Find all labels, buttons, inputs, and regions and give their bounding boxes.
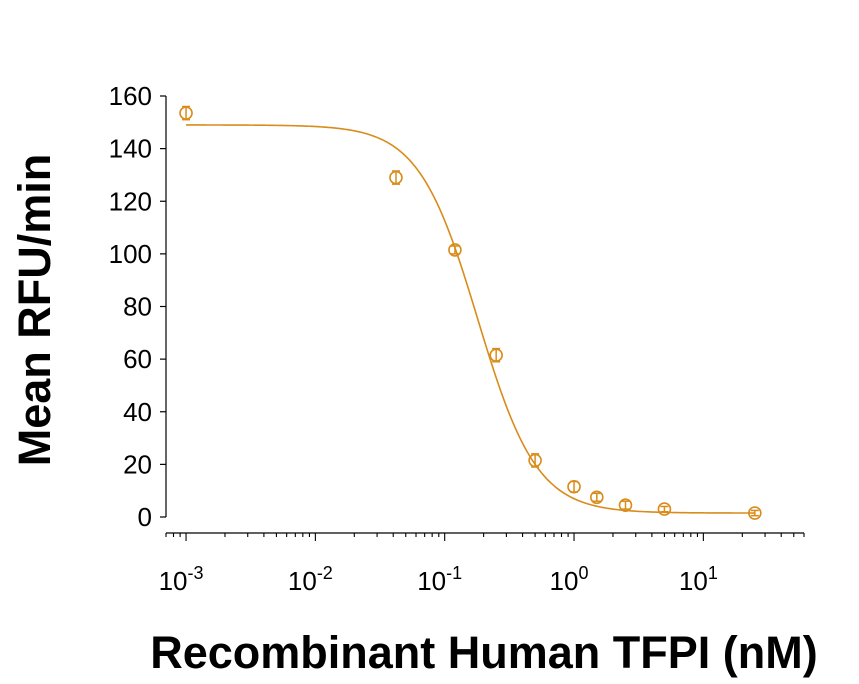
data-point — [389, 170, 403, 185]
fit-curve-layer — [186, 124, 755, 514]
data-marker — [567, 479, 581, 494]
data-marker — [389, 170, 403, 185]
data-marker — [590, 490, 604, 505]
x-axis — [165, 532, 805, 541]
y-tick-label: 100 — [109, 239, 152, 269]
y-tick-label: 80 — [123, 292, 152, 322]
data-point — [179, 105, 193, 121]
data-marker — [489, 348, 503, 362]
x-tick-label: 100 — [550, 563, 589, 596]
data-point — [590, 490, 604, 505]
data-marker — [448, 243, 462, 257]
x-tick-label: 10-1 — [417, 563, 462, 596]
x-tick-labels: 10-3 10-2 10-1 100 101 — [159, 563, 718, 596]
y-tick-label: 140 — [109, 134, 152, 164]
y-tick-label: 160 — [109, 81, 152, 111]
data-marker — [748, 506, 762, 520]
y-tick-label: 120 — [109, 186, 152, 216]
data-marker — [657, 502, 672, 516]
y-tick-label: 40 — [123, 397, 152, 427]
data-point — [528, 453, 542, 468]
x-tick-label: 10-2 — [288, 563, 333, 596]
data-point — [657, 502, 672, 516]
x-axis-title: Recombinant Human TFPI (nM) — [150, 627, 818, 678]
x-tick-label: 10-3 — [159, 563, 204, 596]
y-axis-title: Mean RFU/min — [9, 154, 60, 467]
data-point — [448, 243, 462, 257]
y-tick-label: 0 — [138, 502, 152, 532]
data-point — [489, 347, 503, 363]
x-tick-label: 101 — [679, 563, 718, 596]
data-marker — [618, 498, 633, 512]
data-point — [567, 479, 581, 494]
y-axis: 0 20 40 60 80 100 120 140 160 — [109, 81, 167, 532]
data-marker — [179, 106, 193, 120]
y-tick-label: 20 — [123, 449, 152, 479]
data-points-layer — [179, 105, 762, 520]
data-point — [748, 506, 762, 520]
fit-curve — [186, 124, 755, 514]
data-marker — [528, 453, 542, 468]
y-tick-label: 60 — [123, 344, 152, 374]
data-point — [618, 498, 633, 512]
